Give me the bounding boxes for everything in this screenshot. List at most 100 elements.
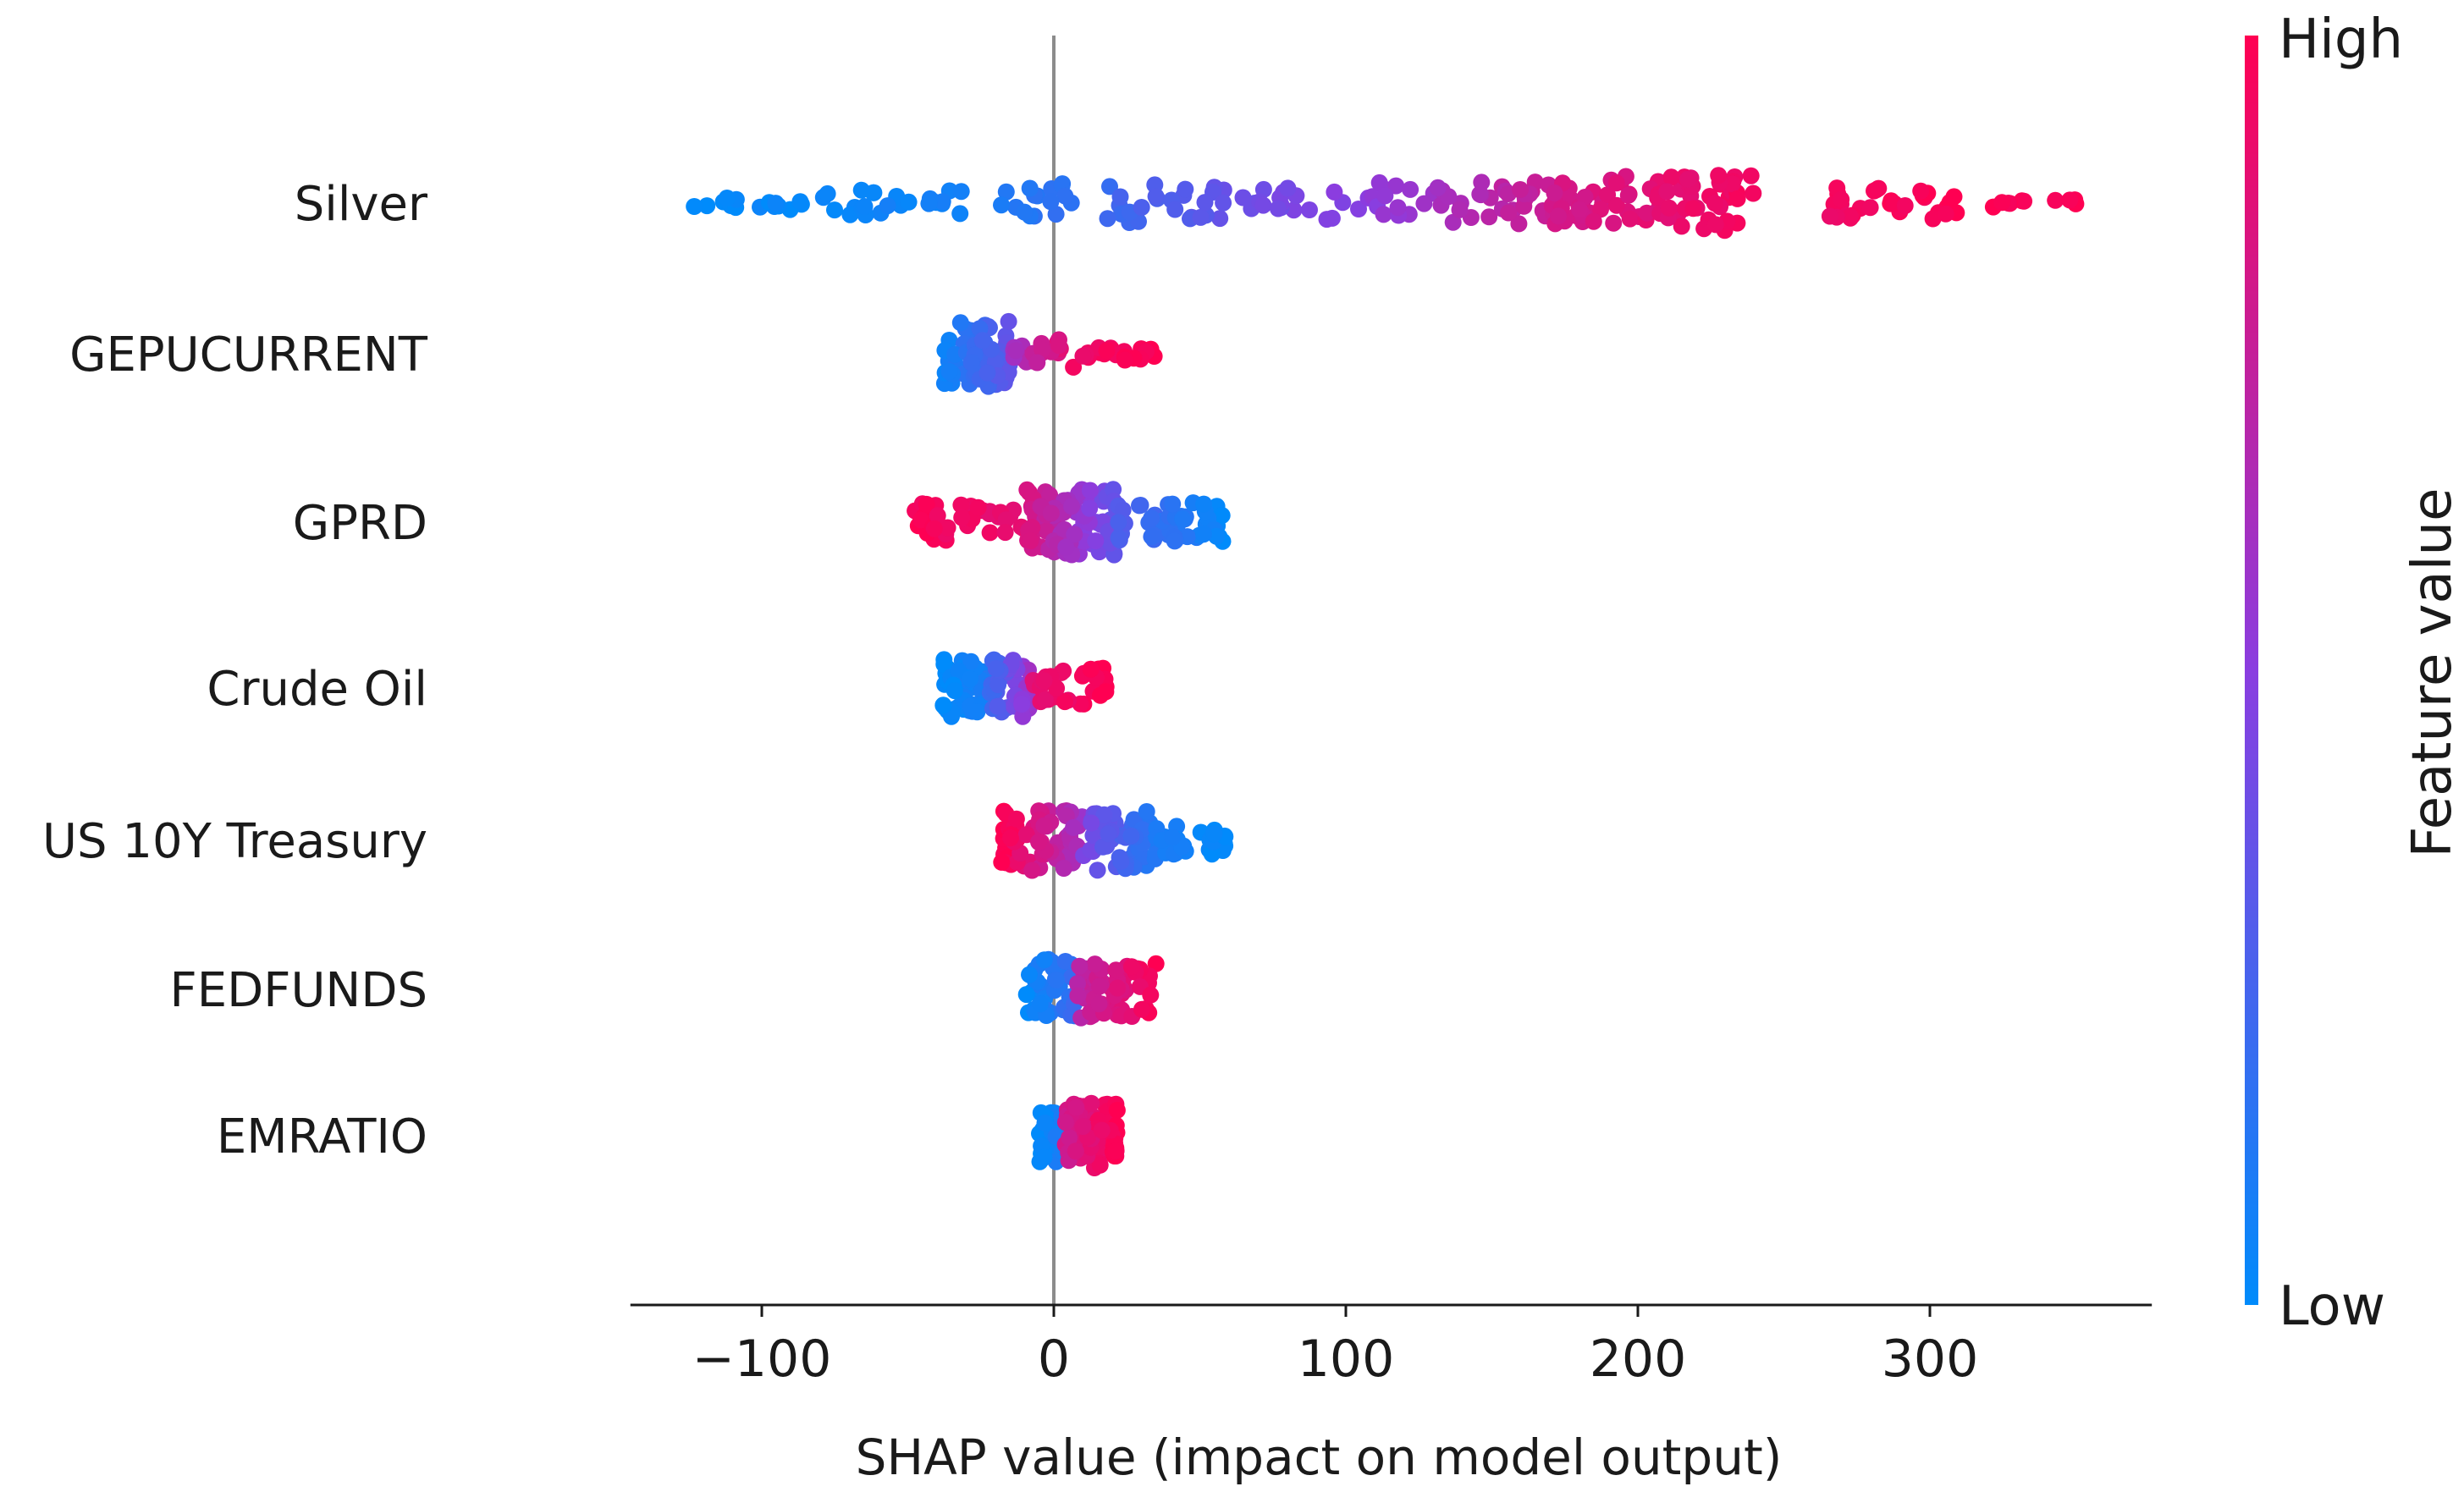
shap-point — [993, 853, 1011, 871]
shap-point — [1658, 183, 1676, 201]
x-axis-ticks: −100 0 100 200 300 — [692, 1305, 1978, 1389]
shap-point — [935, 655, 953, 673]
shap-point — [1673, 217, 1690, 235]
x-tick-label: 200 — [1590, 1330, 1687, 1389]
shap-point — [1821, 207, 1838, 225]
shap-point — [1107, 1142, 1125, 1159]
feature-label: US 10Y Treasury — [42, 814, 427, 869]
feature-row-points — [686, 167, 2085, 239]
shap-point — [1031, 995, 1049, 1013]
shap-point — [1166, 201, 1184, 218]
shap-point — [1177, 180, 1194, 198]
shap-point — [1174, 510, 1192, 528]
shap-point — [1870, 179, 1888, 197]
shap-point — [1861, 199, 1879, 217]
feature-row-points — [907, 481, 1232, 564]
shap-point — [1234, 189, 1252, 206]
shap-point — [1017, 826, 1035, 844]
shap-point — [1662, 168, 1680, 186]
shap-point — [978, 364, 996, 382]
shap-point — [1081, 482, 1099, 499]
shap-point — [1138, 803, 1155, 820]
shap-point — [1035, 672, 1053, 690]
shap-point — [1061, 1129, 1078, 1147]
feature-label: GEPUCURRENT — [69, 328, 428, 383]
shap-point — [989, 697, 1006, 715]
shap-point — [686, 198, 703, 215]
shap-point — [1034, 341, 1051, 358]
beeswarm-points — [686, 167, 2085, 1176]
shap-point — [1094, 838, 1111, 856]
shap-point — [791, 193, 809, 211]
shap-point — [1110, 529, 1127, 547]
shap-point — [1638, 204, 1656, 222]
shap-point — [1035, 1148, 1053, 1166]
shap-point — [1208, 527, 1226, 545]
colorbar-high-label: High — [2279, 8, 2403, 71]
shap-point — [1041, 486, 1059, 504]
shap-point — [1429, 179, 1447, 196]
shap-point — [1621, 210, 1639, 228]
shap-point — [1937, 205, 1954, 223]
shap-point — [1500, 204, 1518, 222]
shap-point — [1116, 351, 1133, 369]
shap-point — [1013, 696, 1031, 713]
shap-point — [1285, 201, 1303, 219]
shap-point — [1678, 170, 1696, 188]
shap-point — [925, 520, 943, 537]
shap-point — [1147, 188, 1165, 206]
shap-point — [1021, 966, 1038, 983]
shap-point — [989, 676, 1007, 694]
shap-point — [1108, 1101, 1126, 1119]
feature-label: Crude Oil — [207, 662, 427, 717]
feature-row-points — [934, 651, 1115, 725]
shap-point — [1376, 187, 1394, 205]
shap-point — [1069, 975, 1086, 993]
shap-point — [1451, 201, 1469, 218]
shap-point — [952, 496, 970, 514]
shap-point — [953, 509, 971, 526]
shap-point — [1728, 190, 1746, 207]
shap-point — [996, 524, 1014, 542]
shap-point — [1037, 691, 1054, 708]
shap-point — [1081, 499, 1099, 517]
shap-point — [1389, 199, 1407, 217]
shap-point — [997, 511, 1015, 529]
shap-point — [1112, 853, 1130, 870]
shap-point — [1660, 199, 1678, 217]
shap-point — [1706, 195, 1723, 212]
shap-point — [1100, 825, 1117, 843]
shap-point — [718, 190, 736, 206]
shap-point — [1833, 190, 1850, 208]
shap-point — [826, 201, 843, 219]
shap-point — [1095, 806, 1113, 823]
shap-point — [1133, 199, 1150, 216]
shap-point — [1042, 504, 1060, 522]
shap-point — [1550, 207, 1567, 225]
shap-point — [1030, 834, 1048, 851]
shap-point — [1254, 196, 1272, 214]
shap-point — [1745, 184, 1762, 202]
feature-label: GPRD — [293, 496, 427, 551]
shap-point — [1107, 961, 1125, 979]
shap-point — [2061, 191, 2079, 209]
colorbar: High Low Feature value — [2245, 8, 2464, 1338]
shap-point — [1101, 178, 1118, 195]
shap-point — [2047, 191, 2064, 209]
colorbar-low-label: Low — [2279, 1275, 2385, 1338]
x-axis-title: SHAP value (impact on model output) — [856, 1429, 1783, 1486]
shap-point — [1065, 358, 1083, 376]
shap-point — [1000, 312, 1017, 330]
shap-point — [940, 363, 958, 380]
shap-point — [1056, 1114, 1074, 1131]
shap-point — [1203, 845, 1221, 863]
shap-point — [1619, 186, 1637, 204]
feature-row-points — [935, 312, 1163, 395]
shap-point — [1444, 213, 1462, 231]
shap-point — [1016, 203, 1034, 221]
shap-point — [1993, 194, 2011, 212]
shap-point — [1083, 814, 1100, 832]
shap-point — [1213, 507, 1231, 525]
shap-point — [969, 498, 987, 516]
shap-point — [1091, 977, 1108, 995]
